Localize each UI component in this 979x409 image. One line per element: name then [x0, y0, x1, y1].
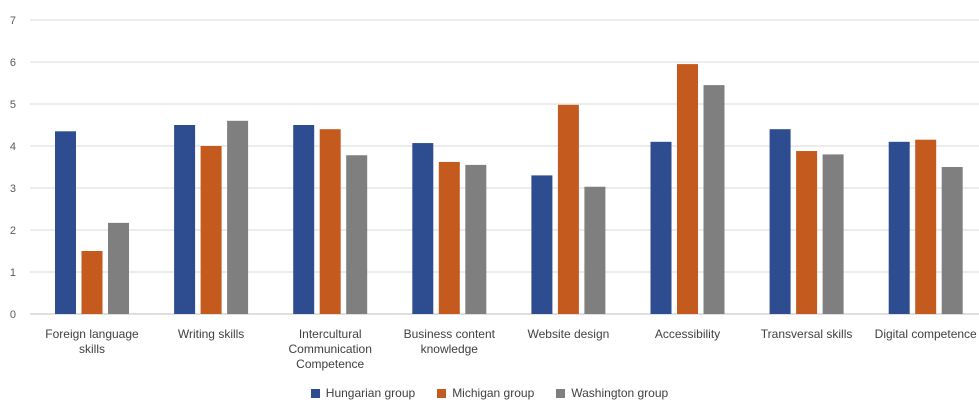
bar — [677, 64, 698, 314]
legend-swatch — [556, 388, 566, 398]
x-tick-label: Website design — [527, 327, 609, 341]
x-tick-label: Intercultural Communication Competence — [289, 327, 372, 371]
bar — [650, 141, 672, 314]
bar — [438, 161, 460, 314]
bar — [465, 164, 487, 314]
x-tick-label: Transversal skills — [761, 327, 853, 341]
bar — [293, 125, 315, 314]
bar — [769, 129, 791, 314]
legend-label: Michigan group — [452, 386, 535, 400]
bar — [822, 154, 844, 314]
legend-label: Washington group — [571, 386, 669, 400]
x-axis-labels: Foreign language skills Writing skills Inte… — [45, 327, 977, 371]
legend-item: Washington group — [556, 386, 668, 400]
y-tick-label: 7 — [10, 15, 16, 27]
bar — [108, 222, 129, 314]
legend-swatch — [437, 388, 447, 398]
x-tick-label: Foreign language skills — [45, 327, 139, 356]
y-tick-label: 3 — [10, 183, 16, 195]
bar — [888, 141, 910, 314]
x-tick-label: Writing skills — [178, 327, 244, 341]
y-tick-label: 2 — [10, 225, 16, 237]
legend-item: Hungarian group — [310, 386, 416, 400]
bar — [81, 251, 103, 314]
bar — [412, 143, 434, 314]
bar — [200, 146, 222, 314]
legend-item: Michigan group — [437, 386, 534, 400]
y-tick-label: 0 — [10, 309, 16, 321]
y-tick-label: 5 — [10, 99, 16, 111]
bar — [557, 104, 579, 314]
bar — [796, 151, 818, 314]
legend-label: Hungarian group — [325, 386, 416, 400]
y-axis-ticks: 0 1 2 3 4 5 6 7 — [10, 15, 16, 321]
bar — [227, 120, 249, 314]
legend-swatch — [310, 388, 320, 398]
bar — [55, 131, 76, 314]
bar — [346, 155, 368, 314]
bars — [55, 64, 963, 314]
bar — [319, 129, 341, 314]
x-tick-label: Business content knowledge — [404, 327, 496, 356]
x-tick-label: Digital competence — [875, 327, 977, 341]
bar — [703, 85, 725, 314]
y-tick-label: 1 — [10, 267, 16, 279]
bar — [174, 125, 196, 314]
bar — [531, 175, 553, 314]
x-tick-label: Accessibility — [655, 327, 720, 341]
legend: Hungarian group Michigan group Washington … — [0, 386, 979, 400]
y-tick-label: 4 — [10, 141, 16, 153]
bar — [584, 186, 606, 314]
bar — [941, 167, 963, 314]
y-tick-label: 6 — [10, 57, 16, 69]
bar — [915, 139, 937, 314]
